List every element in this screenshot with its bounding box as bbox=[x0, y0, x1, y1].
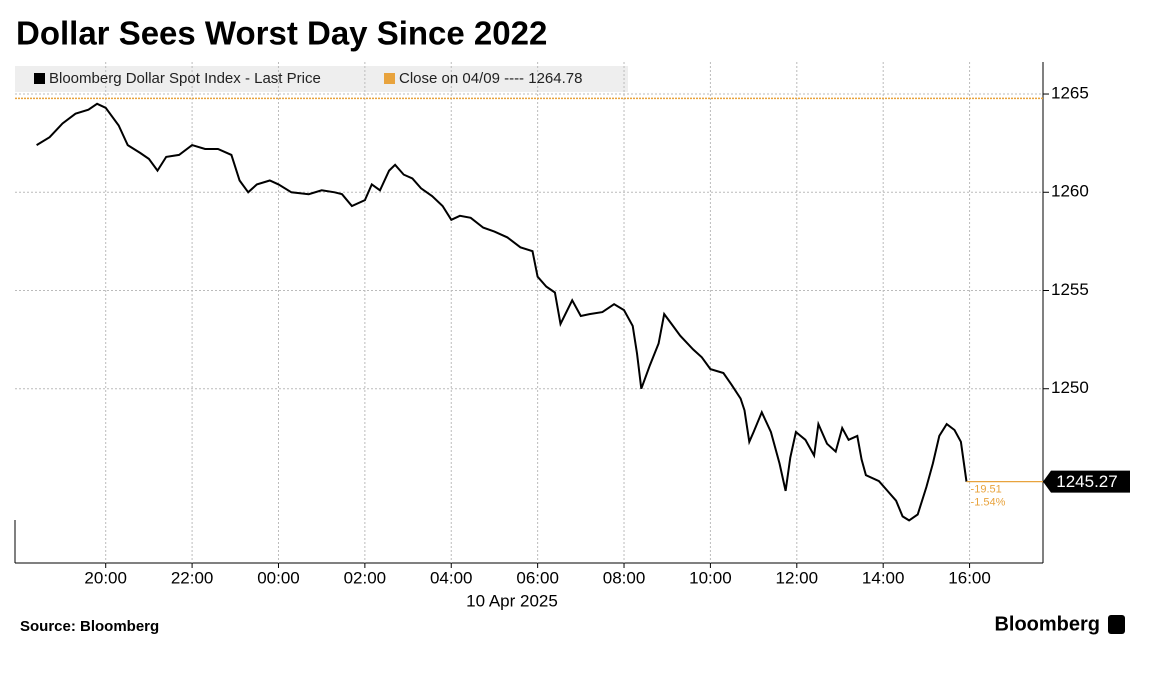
source: Source: Bloomberg bbox=[20, 618, 159, 635]
y-tick-label: 1265 bbox=[1051, 84, 1089, 103]
legend-label: Close on 04/09 ---- 1264.78 bbox=[399, 70, 582, 87]
series-line bbox=[36, 102, 968, 522]
x-tick-label: 16:00 bbox=[948, 568, 991, 587]
x-sublabel: 10 Apr 2025 bbox=[466, 591, 558, 610]
annotation: -19.51 bbox=[971, 484, 1002, 496]
legend-swatch bbox=[384, 73, 395, 84]
legend-swatch bbox=[34, 73, 45, 84]
y-tick-label: 1250 bbox=[1051, 378, 1089, 397]
x-tick-label: 22:00 bbox=[171, 568, 214, 587]
x-tick-label: 02:00 bbox=[344, 568, 387, 587]
brand: Bloomberg bbox=[994, 613, 1100, 635]
last-value-box bbox=[1043, 470, 1130, 493]
x-tick-label: 10:00 bbox=[689, 568, 732, 587]
brand-icon bbox=[1108, 615, 1125, 634]
x-tick-label: 20:00 bbox=[84, 568, 127, 587]
x-tick-label: 00:00 bbox=[257, 568, 300, 587]
legend-box bbox=[15, 66, 628, 92]
x-tick-label: 12:00 bbox=[776, 568, 819, 587]
x-tick-label: 04:00 bbox=[430, 568, 473, 587]
x-tick-label: 14:00 bbox=[862, 568, 905, 587]
annotation: -1.54% bbox=[971, 497, 1006, 509]
chart-title: Dollar Sees Worst Day Since 2022 bbox=[16, 15, 547, 52]
last-value-label: 1245.27 bbox=[1056, 472, 1117, 491]
x-tick-label: 08:00 bbox=[603, 568, 646, 587]
legend-label: Bloomberg Dollar Spot Index - Last Price bbox=[49, 70, 321, 87]
y-tick-label: 1255 bbox=[1051, 280, 1089, 299]
y-tick-label: 1260 bbox=[1051, 182, 1089, 201]
x-tick-label: 06:00 bbox=[516, 568, 559, 587]
